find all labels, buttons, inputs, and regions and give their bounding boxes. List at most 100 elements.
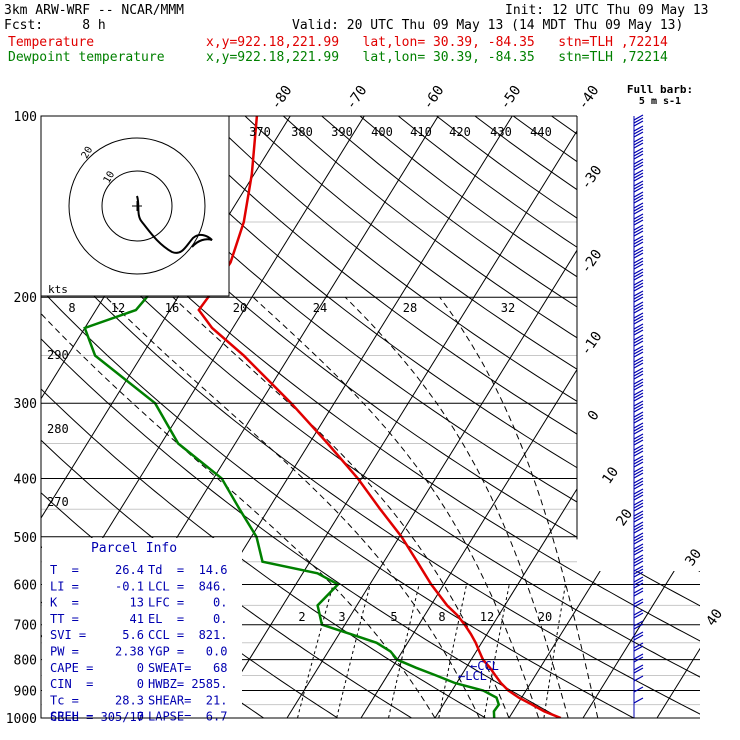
wind-barb — [633, 362, 644, 369]
dry-adiabat-420 — [321, 116, 700, 718]
isotherm--60 — [41, 116, 299, 718]
wind-barb — [633, 620, 644, 627]
theta-label-440: 440 — [530, 125, 552, 139]
parcel-row-left: T = 26.4 — [50, 563, 144, 577]
wind-barb — [633, 323, 644, 330]
pressure-tick-600: 600 — [14, 578, 37, 593]
wind-barb — [633, 213, 644, 220]
wind-barb — [633, 216, 644, 223]
isotherm-20 — [500, 116, 700, 718]
wind-barb — [633, 271, 644, 278]
mixing-ratio-12 — [483, 584, 510, 718]
wind-barb — [633, 318, 644, 325]
wind-barb — [633, 169, 644, 176]
moist-adiabat-16 — [105, 296, 480, 718]
mixing-ratio-3 — [336, 584, 371, 718]
mixing-ratio-label-12: 12 — [480, 610, 494, 624]
wind-barb — [633, 282, 644, 289]
wind-barb — [633, 290, 644, 297]
wind-barb — [633, 568, 644, 575]
wind-barb — [633, 224, 644, 231]
theta-left-label-290: 290 — [47, 348, 69, 362]
wind-barb — [633, 389, 644, 396]
wind-barb — [633, 411, 644, 418]
wind-barb — [633, 205, 644, 212]
pressure-tick-800: 800 — [14, 654, 37, 669]
isotherm-label-m20: -20 — [578, 247, 606, 277]
isotherm-label-m50: -50 — [497, 83, 525, 113]
wind-barb — [633, 183, 644, 190]
wind-barb — [633, 439, 644, 446]
parcel-cell: CELL = 305/17 — [50, 710, 144, 724]
theta-label-410: 410 — [410, 125, 432, 139]
isotherm-label-0: 0 — [585, 408, 603, 424]
parcel-row-left: SREH = 0 — [50, 710, 144, 724]
isotherm--20 — [204, 116, 595, 718]
wind-barb — [633, 164, 644, 171]
pressure-tick-500: 500 — [14, 531, 37, 546]
wind-barb — [633, 697, 644, 704]
wind-barb — [633, 436, 644, 443]
wind-barb — [633, 125, 644, 132]
theta-left-label-270: 270 — [47, 495, 69, 509]
wind-barb — [633, 186, 644, 193]
wind-barb — [633, 675, 644, 682]
theta-label-380: 380 — [291, 125, 313, 139]
model-title: 3km ARW-WRF -- NCAR/MMM — [4, 3, 185, 18]
wind-barb — [633, 516, 644, 523]
wind-barb — [633, 543, 644, 550]
wind-barb — [633, 549, 644, 556]
plot-frame — [40, 116, 700, 719]
wind-barb — [633, 246, 644, 253]
wind-barb — [633, 128, 644, 135]
pressure-tick-900: 900 — [14, 684, 37, 699]
wind-barb — [633, 136, 644, 143]
wind-barb — [633, 458, 644, 465]
wind-barb — [633, 351, 644, 358]
wind-barb — [633, 175, 644, 182]
dry-adiabat-340 — [41, 116, 700, 718]
wind-barb — [633, 400, 644, 407]
wind-barb — [633, 356, 644, 363]
wind-barb — [633, 359, 644, 366]
dry-adiabat-380 — [168, 116, 700, 718]
wind-barb — [633, 392, 644, 399]
parcel-row-left: CIN = 0 — [50, 677, 144, 691]
wind-barb — [633, 241, 644, 248]
theta-label-390: 390 — [331, 125, 353, 139]
dry-adiabat-430 — [359, 116, 700, 718]
isotherm-40 — [648, 116, 700, 718]
wind-barb — [633, 623, 644, 630]
dry-adiabat-440 — [397, 116, 700, 718]
wind-barb — [633, 340, 644, 347]
wind-barb — [633, 403, 644, 410]
wind-barb — [633, 477, 644, 484]
dry-adiabat-470 — [512, 116, 700, 718]
dewpoint-legend-label: Dewpoint temperature — [8, 50, 165, 65]
wind-barb — [633, 296, 644, 303]
wind-barb — [633, 274, 644, 281]
parcel-row-right: LCL = 846. — [148, 579, 227, 593]
moist-adiabat-20 — [172, 296, 510, 718]
wind-barb — [633, 565, 644, 572]
parcel-row-right: LAPSE= 6.7 — [148, 710, 227, 724]
wind-barb — [633, 161, 644, 168]
speed-label-16: 16 — [165, 301, 179, 315]
wind-barb — [633, 257, 644, 264]
wind-barb — [633, 312, 644, 319]
speed-label-12: 12 — [111, 301, 125, 315]
temperature-legend-label: Temperature — [8, 35, 95, 50]
parcel-row-left: TT = 41 — [50, 612, 144, 626]
parcel-row-left: PW = 2.38 — [50, 645, 144, 659]
wind-barb — [633, 590, 644, 597]
wind-barb — [633, 315, 644, 322]
wind-barb — [633, 381, 644, 388]
wind-barb — [633, 260, 644, 267]
wind-barb — [633, 532, 644, 539]
wind-barb — [633, 422, 644, 429]
speed-label-28: 28 — [403, 301, 417, 315]
theta-label-370: 370 — [249, 125, 271, 139]
pressure-tick-700: 700 — [14, 619, 37, 634]
wind-barb — [633, 499, 644, 506]
wind-barb — [633, 447, 644, 454]
